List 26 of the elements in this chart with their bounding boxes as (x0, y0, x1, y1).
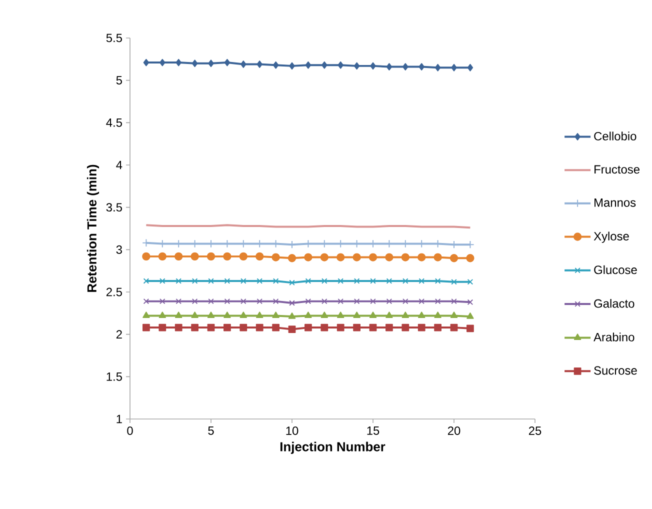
legend-label: Glucose (594, 265, 637, 274)
x-tick-label: 5 (208, 426, 214, 435)
x-tick-label: 20 (448, 426, 460, 435)
y-tick-label: 3 (116, 245, 122, 254)
y-tick-label: 3.5 (106, 203, 122, 212)
y-tick-label: 1.5 (106, 372, 122, 381)
legend-label: Galacto (594, 298, 634, 308)
y-tick-label: 1 (116, 414, 122, 424)
x-tick-label: 0 (127, 426, 133, 435)
x-axis-title: Injection Number (280, 442, 386, 454)
x-tick-label: 25 (528, 426, 542, 435)
legend-label: Fructose (594, 165, 640, 174)
y-axis-title: Retention Time (min) (86, 164, 100, 292)
legend-label: Mannos (594, 198, 636, 207)
x-tick-label: 15 (367, 426, 380, 435)
legend-label: Cellobio (594, 132, 636, 140)
legend-label: Arabino (594, 332, 634, 342)
y-tick-label: 5.5 (106, 34, 122, 42)
y-tick-label: 4.5 (106, 118, 122, 127)
legend-label: Xylose (594, 232, 629, 243)
y-tick-label: 2.5 (106, 288, 122, 296)
y-tick-label: 4 (116, 160, 122, 170)
x-tick-label: 10 (286, 426, 298, 435)
y-tick-label: 5 (116, 76, 122, 84)
legend-label: Sucrose (594, 366, 637, 375)
y-tick-label: 2 (116, 330, 122, 339)
